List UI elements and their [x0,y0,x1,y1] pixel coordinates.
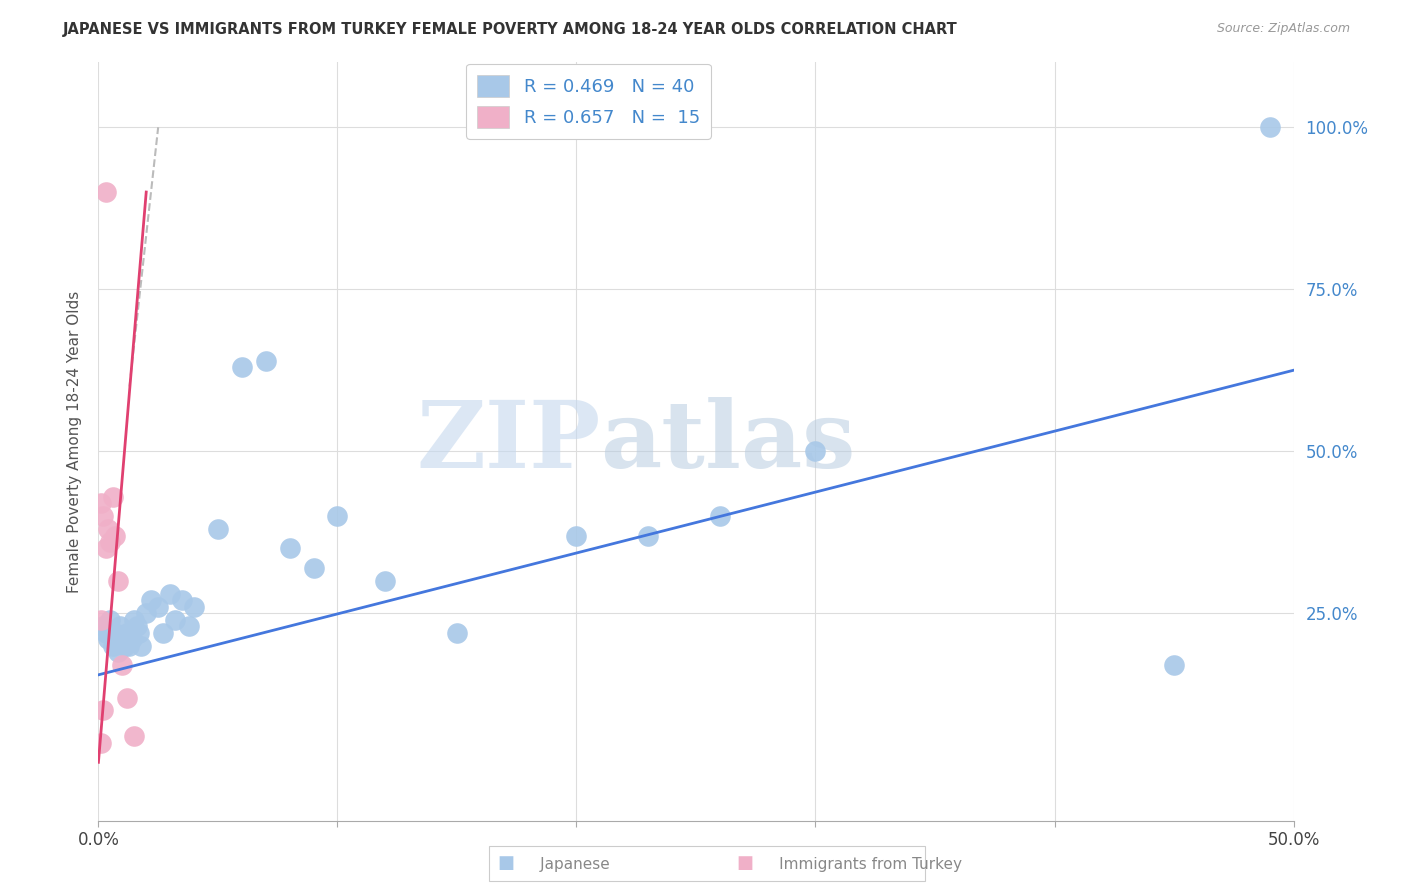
Point [179,619,201,633]
Text: ZIP: ZIP [416,397,600,486]
Point [97,632,120,647]
Text: Immigrants from Turkey: Immigrants from Turkey [745,857,962,872]
Point [207,522,229,536]
Point [104,625,127,640]
Point [98,613,122,627]
Text: Source: ZipAtlas.com: Source: ZipAtlas.com [1216,22,1350,36]
Point [326,509,349,524]
Point [148,599,170,614]
Point [97,522,120,536]
Y-axis label: Female Poverty Among 18-24 Year Olds: Female Poverty Among 18-24 Year Olds [66,291,82,592]
Point [804,444,827,458]
Point [565,528,588,542]
Point [124,613,146,627]
Point [94,185,117,199]
Point [115,690,138,705]
Point [94,541,117,556]
Point [121,632,143,647]
Point [91,509,114,524]
Point [111,658,134,673]
Point [108,619,131,633]
Point [374,574,396,588]
Point [101,490,124,504]
Point [278,541,301,556]
Point [302,561,325,575]
Point [152,625,174,640]
Point [90,736,112,750]
Legend: R = 0.469   N = 40, R = 0.657   N =  15: R = 0.469 N = 40, R = 0.657 N = 15 [465,64,711,138]
Point [94,625,117,640]
Point [124,730,146,744]
Point [98,535,122,549]
Point [159,587,181,601]
Point [111,632,134,647]
Point [91,619,114,633]
Text: Japanese: Japanese [506,857,610,872]
Point [1258,120,1281,135]
Point [172,593,194,607]
Point [91,703,114,717]
Point [101,639,124,653]
Text: ■: ■ [498,855,515,872]
Point [139,593,162,607]
Point [254,353,277,368]
Point [131,639,153,653]
Point [231,359,253,374]
Point [709,509,731,524]
Point [446,625,468,640]
Point [107,645,129,659]
Point [90,496,112,510]
Point [90,613,112,627]
Text: ■: ■ [737,855,754,872]
Point [1163,658,1185,673]
Point [114,639,136,653]
Point [128,625,150,640]
Point [104,528,127,542]
Text: atlas: atlas [600,397,856,486]
Point [115,625,138,640]
Point [125,619,148,633]
Point [135,607,157,621]
Point [107,574,129,588]
Point [118,639,141,653]
Text: JAPANESE VS IMMIGRANTS FROM TURKEY FEMALE POVERTY AMONG 18-24 YEAR OLDS CORRELAT: JAPANESE VS IMMIGRANTS FROM TURKEY FEMAL… [63,22,957,37]
Point [183,599,205,614]
Point [163,613,186,627]
Point [637,528,659,542]
